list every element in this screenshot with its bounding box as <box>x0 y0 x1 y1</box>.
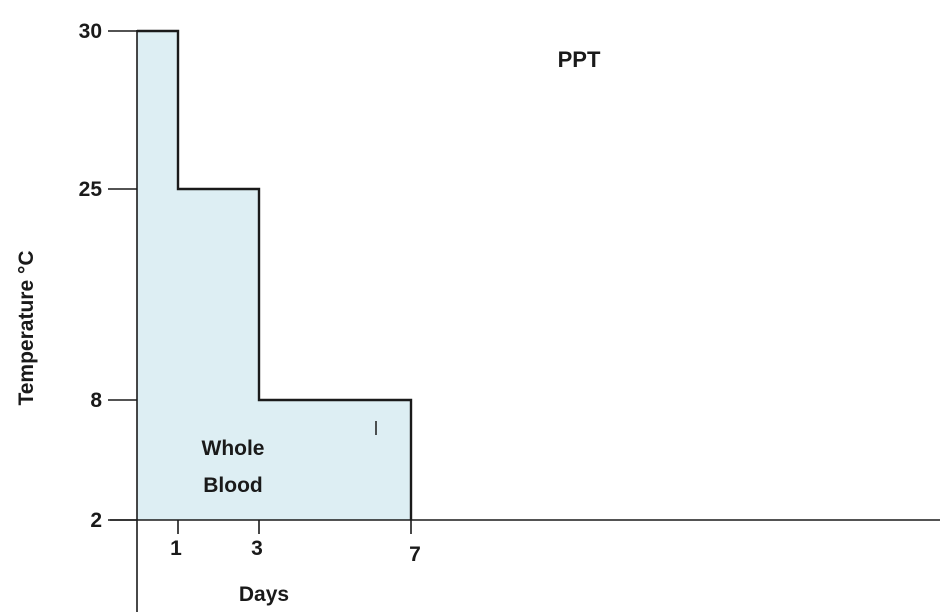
chart-title: PPT <box>558 47 601 72</box>
annotation-blood: Blood <box>203 474 262 497</box>
y-axis-label: Temperature °C <box>15 250 38 405</box>
x-tick-label: 3 <box>251 537 263 560</box>
y-ticks: 2 8 25 30 <box>79 20 137 532</box>
y-tick-label: 30 <box>79 20 102 43</box>
annotation-whole: Whole <box>202 437 265 460</box>
x-tick-label: 1 <box>170 537 182 560</box>
x-tick-label: 7 <box>409 543 421 566</box>
y-tick-label: 8 <box>90 389 102 412</box>
x-ticks: 1 3 7 <box>170 520 421 566</box>
x-axis-label: Days <box>239 583 289 606</box>
y-tick-label: 2 <box>90 509 102 532</box>
y-tick-label: 25 <box>79 178 103 201</box>
